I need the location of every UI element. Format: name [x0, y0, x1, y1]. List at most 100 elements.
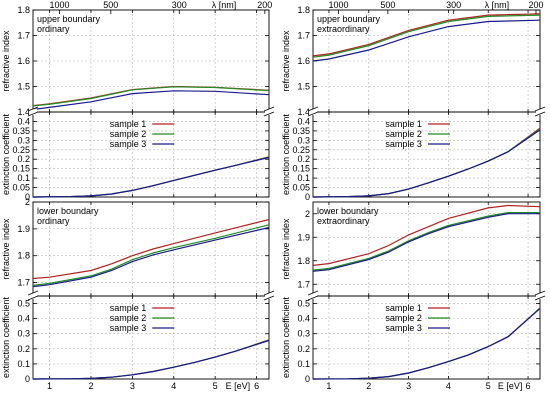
- y-tick-label: 0.2: [17, 344, 30, 354]
- axis-break-gap: [309, 109, 317, 115]
- y-tick-label: 0: [25, 374, 30, 384]
- y-tick-label: 0: [305, 192, 310, 202]
- series-line-2: [32, 224, 270, 286]
- y-tick-label: 1.4: [17, 107, 30, 117]
- series-line-1: [32, 339, 270, 380]
- y-tick-label: 0.25: [12, 145, 30, 155]
- x-tick-label: 3: [130, 381, 135, 391]
- top-x-tick-label: 200: [257, 0, 272, 10]
- y-tick-label: 0.2: [297, 154, 310, 164]
- y-tick-label: 1.8: [17, 251, 30, 261]
- axis-break-mark: [534, 106, 546, 112]
- legend-label: sample 2: [110, 129, 147, 139]
- legend-label: sample 3: [385, 139, 422, 149]
- series-line-1: [312, 204, 541, 266]
- y-tick-label: 0.1: [17, 173, 30, 183]
- refractive-index-plot: 1.4 1.5 1.6 1.7 1.8 refractive index: [1, 5, 270, 117]
- panel-annotation: upper boundary: [317, 14, 381, 24]
- y-tick-label: 0.3: [297, 329, 310, 339]
- axis-break-gap: [309, 293, 317, 299]
- axis-break-mark: [307, 295, 319, 301]
- series-line-3: [32, 156, 270, 198]
- y-tick-label: 1.7: [17, 278, 30, 288]
- series-line-2: [312, 128, 541, 198]
- extinction-coefficient-plot: 0 0.1 0.2 0.3 0.4 0.5 extinction coefficient sa…: [281, 295, 541, 384]
- y-tick-label: 1.8: [297, 5, 310, 15]
- top-x-tick-label: 1000: [328, 0, 348, 10]
- series-line-3: [312, 213, 540, 272]
- plot-frame: [32, 295, 270, 380]
- panel-annotation: ordinary: [37, 24, 70, 34]
- plot-frame: [312, 111, 541, 198]
- x-axis-label: E [eV]: [226, 381, 251, 391]
- x-tick-label: 1: [47, 381, 52, 391]
- top-x-tick-label: 300: [446, 0, 461, 10]
- y-tick-label: 0.4: [297, 314, 310, 324]
- x-tick-label: 2: [88, 381, 93, 391]
- axis-break-gap: [536, 109, 544, 115]
- legend-label: sample 2: [385, 313, 422, 323]
- legend-label: sample 1: [385, 303, 422, 313]
- x-tick-label: 2: [366, 381, 371, 391]
- axis-break-mark: [534, 290, 546, 296]
- y-tick-label: 0.1: [17, 359, 30, 369]
- top-x-axis-label: λ [nm]: [212, 0, 237, 10]
- top-x-tick-label: 500: [380, 0, 395, 10]
- top-x-tick-label: 300: [172, 0, 187, 10]
- legend-label: sample 2: [110, 313, 147, 323]
- x-tick-label: 6: [526, 381, 531, 391]
- y-tick-label: 0.3: [17, 135, 30, 145]
- series-line-3: [312, 19, 541, 62]
- x-tick-label: 1: [326, 381, 331, 391]
- y-tick-label: 1.9: [297, 232, 310, 242]
- y-tick-label: 1.7: [17, 31, 30, 41]
- extinction-coefficient-plot: 0 0.1 0.2 0.3 0.4 0.5 extinction coefficient sa…: [1, 295, 270, 384]
- panel-annotation: lower boundary: [317, 206, 379, 216]
- panel-annotation: upper boundary: [37, 14, 101, 24]
- y-tick-label: 1.8: [297, 256, 310, 266]
- x-axis-label: E [eV]: [498, 381, 523, 391]
- y-axis-label: refractive index: [1, 218, 11, 280]
- y-tick-label: 1.7: [297, 279, 310, 289]
- extinction-coefficient-plot: 00.050.10.150.20.250.30.350.4 extinction …: [1, 111, 270, 202]
- y-tick-label: 0.3: [297, 135, 310, 145]
- axis-break-mark: [263, 290, 275, 296]
- series-line-1: [32, 85, 270, 107]
- legend-label: sample 1: [385, 119, 422, 129]
- series-line-3: [312, 129, 541, 198]
- series-line-3: [32, 90, 270, 111]
- x-tick-label: 4: [171, 381, 176, 391]
- y-axis-label: refractive index: [1, 30, 11, 92]
- series-line-2: [312, 14, 541, 58]
- y-tick-label: 0.35: [12, 126, 30, 136]
- axis-break-gap: [265, 109, 273, 115]
- axis-break-gap: [29, 109, 37, 115]
- y-tick-label: 1.5: [297, 82, 310, 92]
- y-tick-label: 1.8: [17, 5, 30, 15]
- legend-label: sample 1: [110, 303, 147, 313]
- top-x-tick-label: 1000: [49, 0, 69, 10]
- y-tick-label: 0.05: [12, 183, 30, 193]
- y-axis-label: extinction coefficient: [281, 297, 291, 378]
- panel-annotation: extraordinary: [317, 24, 370, 34]
- y-tick-label: 0: [305, 374, 310, 384]
- y-tick-label: 0.5: [17, 299, 30, 309]
- panel-annotation: ordinary: [37, 216, 70, 226]
- y-tick-label: 1.5: [17, 82, 30, 92]
- axis-break-mark: [307, 111, 319, 117]
- legend-label: sample 3: [385, 323, 422, 333]
- extinction-coefficient-plot: 00.050.10.150.20.250.30.350.4 extinction …: [281, 111, 541, 202]
- refractive-index-plot: 1.7 1.8 1.9 2 refractive index: [281, 201, 541, 297]
- axis-break-mark: [263, 111, 275, 117]
- series-line-1: [32, 156, 270, 198]
- axis-break-mark: [307, 106, 319, 112]
- y-tick-label: 0.1: [297, 359, 310, 369]
- series-line-2: [312, 212, 540, 271]
- axis-break-mark: [534, 295, 546, 301]
- axis-break-mark: [27, 295, 39, 301]
- y-tick-label: 0.05: [292, 183, 310, 193]
